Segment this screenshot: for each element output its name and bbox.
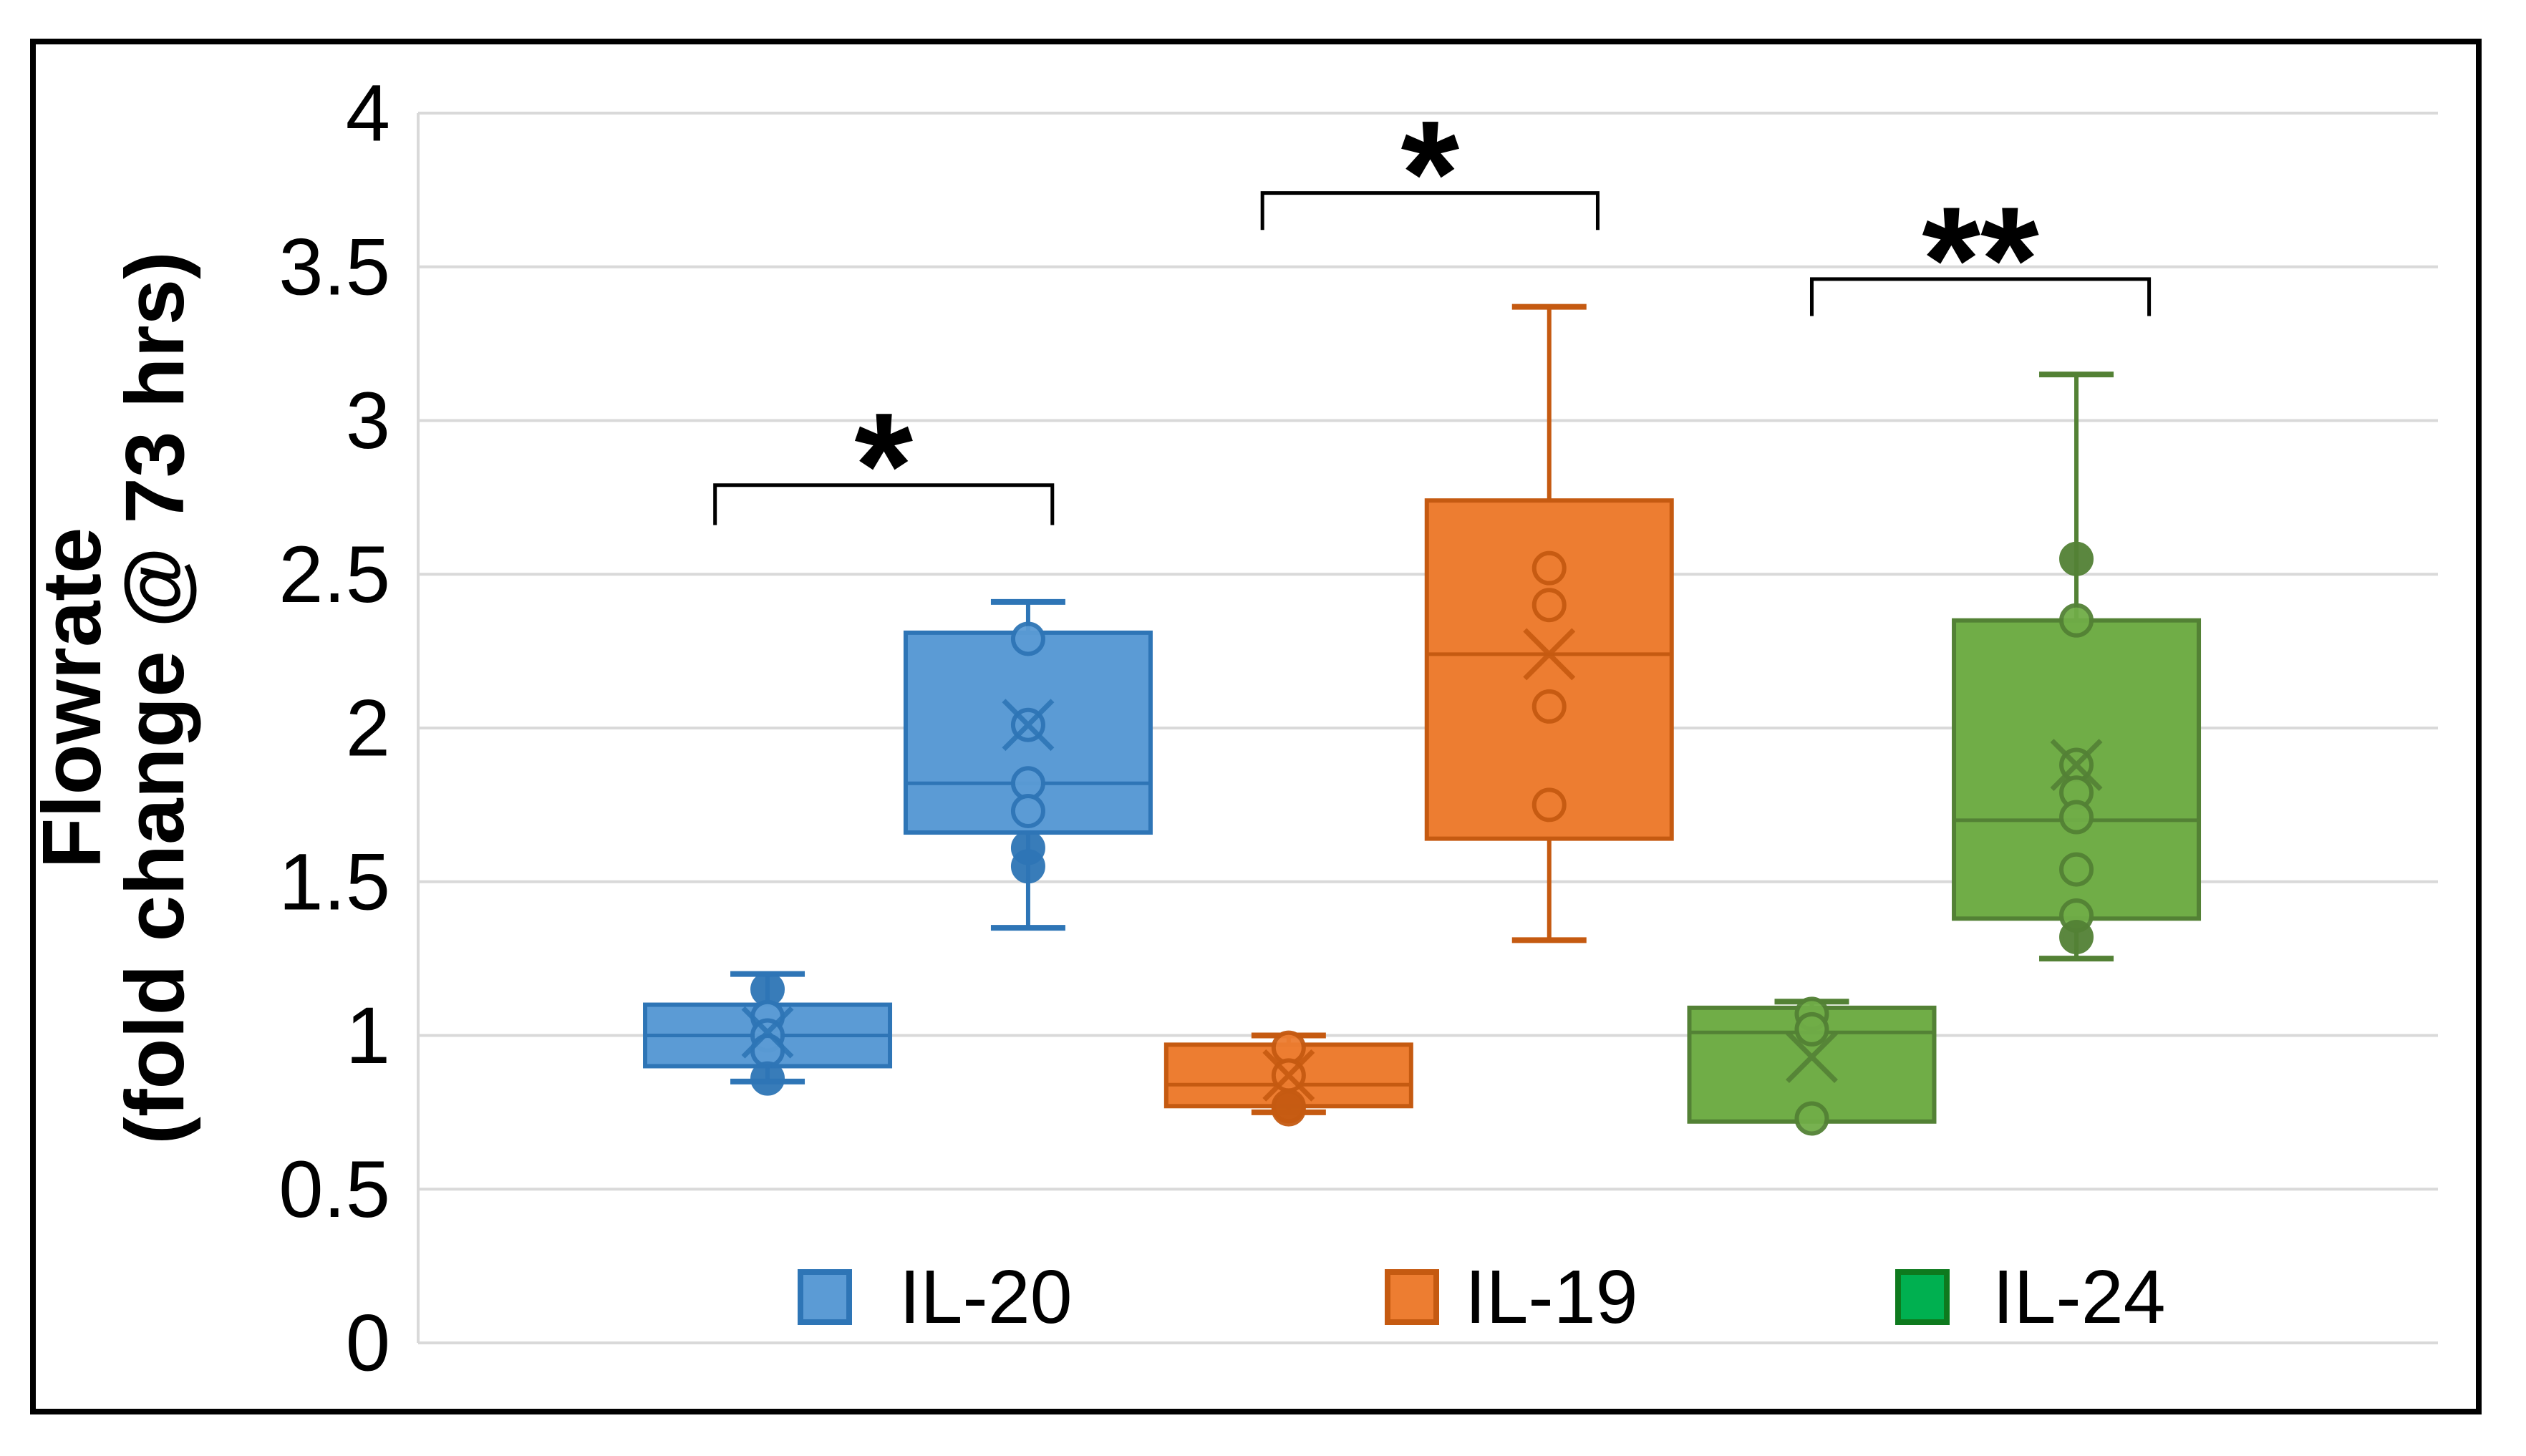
data-point-il-24-control: [1794, 1011, 1829, 1047]
data-point-il-19-treated: [1531, 588, 1567, 623]
figure-frame: [30, 39, 2482, 1414]
data-point-il-20-control: [750, 1061, 785, 1096]
y-tick-label: 2: [346, 684, 390, 773]
mean-x-marker-il-19-control: [1262, 1049, 1315, 1102]
data-point-il-24-control: [1794, 1101, 1829, 1136]
legend-label-il-19: IL-19: [1465, 1255, 1638, 1339]
mean-x-marker-il-19-treated: [1523, 628, 1576, 681]
y-tick-label: 1.5: [279, 837, 390, 926]
significance-bracket-3: [1809, 277, 2152, 316]
data-point-il-20-treated: [1010, 793, 1045, 828]
y-tick-label: 1: [346, 991, 390, 1080]
data-point-il-19-treated: [1531, 550, 1567, 586]
mean-x-marker-il-24-control: [1786, 1031, 1838, 1084]
significance-bracket-1: [713, 483, 1055, 525]
legend-swatch-il-20: [798, 1269, 852, 1325]
legend-swatch-il-24: [1895, 1269, 1950, 1325]
y-tick-label: 0.5: [279, 1145, 390, 1234]
y-tick-label: 3.5: [279, 222, 390, 311]
legend-label-il-20: IL-20: [899, 1255, 1073, 1339]
data-point-il-20-treated: [1010, 849, 1045, 884]
legend-label-il-24: IL-24: [1993, 1255, 2166, 1339]
legend-swatch-il-19: [1385, 1269, 1439, 1325]
significance-label-1: *: [854, 382, 913, 550]
data-point-il-24-treated: [2059, 852, 2094, 887]
y-tick-label: 0: [346, 1299, 390, 1388]
data-point-il-19-treated: [1531, 787, 1567, 822]
data-point-il-24-treated: [2059, 920, 2094, 955]
mean-x-marker-il-20-treated: [1002, 699, 1055, 752]
y-tick-label: 4: [346, 69, 390, 158]
significance-bracket-2: [1260, 191, 1600, 230]
data-point-il-24-treated: [2059, 603, 2094, 638]
data-point-il-19-treated: [1531, 689, 1567, 724]
data-point-il-19-control: [1271, 1092, 1306, 1127]
y-tick-label: 3: [346, 376, 390, 465]
data-point-il-24-treated: [2059, 541, 2094, 576]
mean-x-marker-il-24-treated: [2050, 739, 2103, 792]
data-point-il-24-treated: [2059, 800, 2094, 835]
y-axis-title-line1: Flowrate: [25, 528, 118, 869]
mean-x-marker-il-20-control: [741, 1006, 794, 1059]
data-point-il-20-treated: [1010, 621, 1045, 656]
significance-label-3: **: [1922, 175, 2039, 344]
y-tick-label: 2.5: [279, 530, 390, 619]
y-axis-title-line2: (fold change @ 73 hrs): [108, 251, 201, 1145]
significance-label-2: *: [1400, 89, 1459, 258]
